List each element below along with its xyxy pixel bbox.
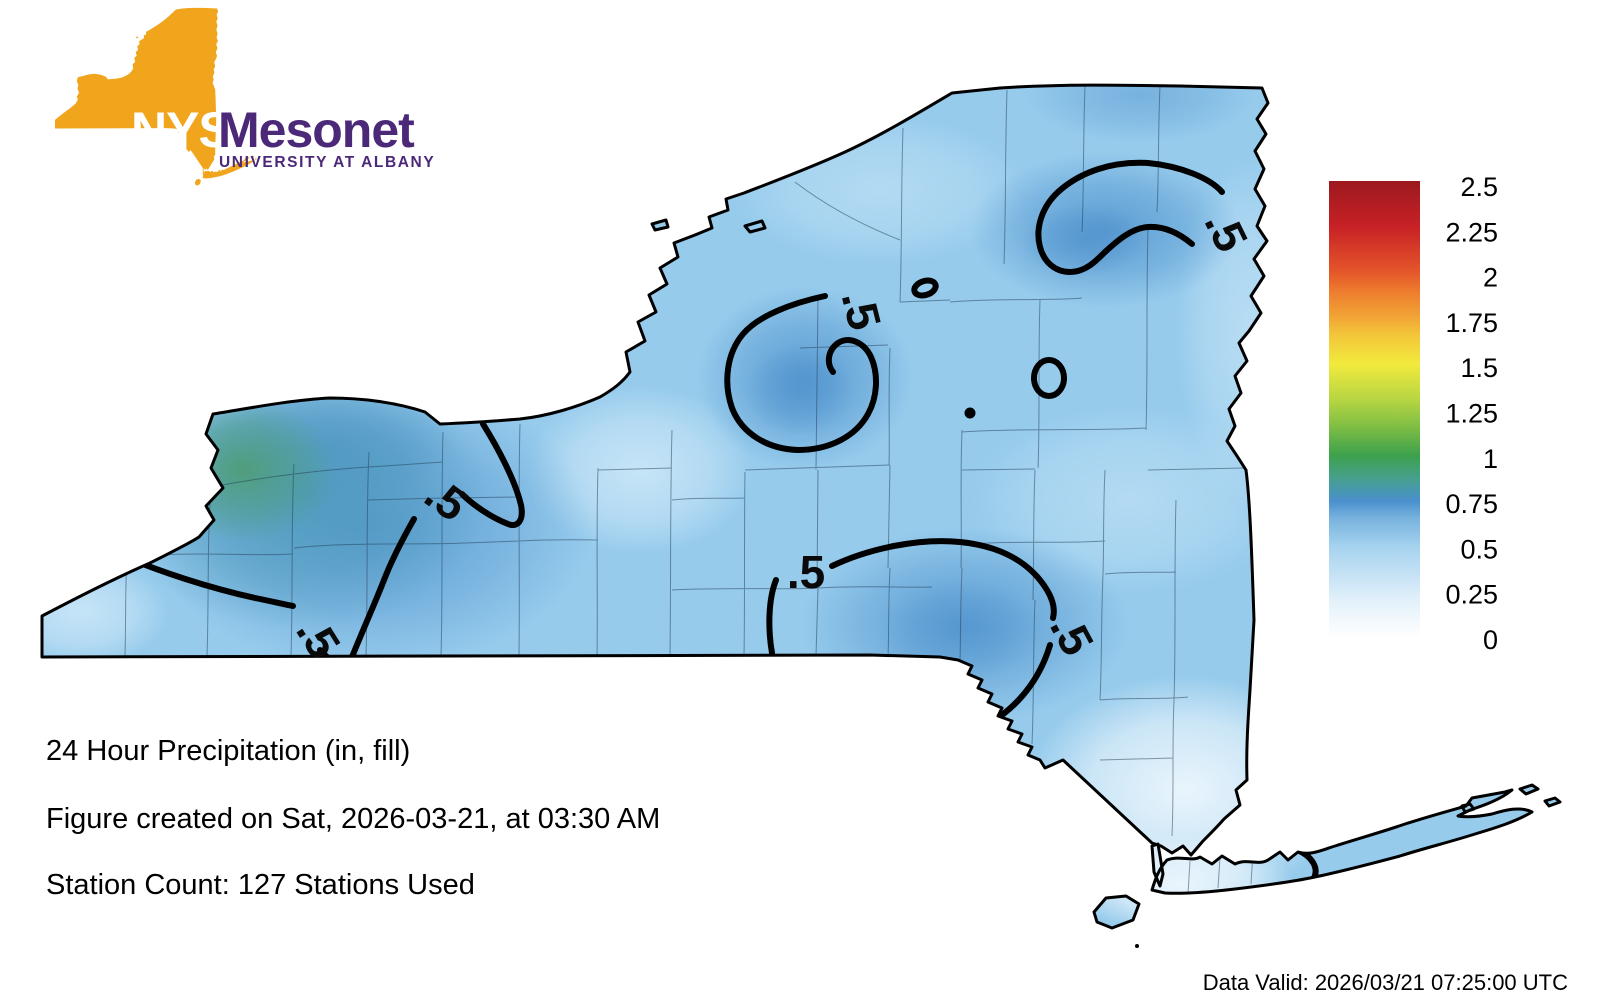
county-boundaries bbox=[124, 85, 1254, 895]
contour-small-circle bbox=[1031, 357, 1067, 399]
colorbar-tick: 0 bbox=[1483, 625, 1498, 655]
logo-affiliation: UNIVERSITY AT ALBANY bbox=[219, 154, 435, 171]
colorbar-tick: 1.5 bbox=[1460, 353, 1498, 383]
contour-tughill-loop bbox=[724, 293, 879, 453]
contour-dot bbox=[964, 407, 976, 419]
logo-name: Mesonet bbox=[218, 102, 415, 158]
logo-acronym: NYS bbox=[131, 102, 231, 158]
colorbar-tick: 2.25 bbox=[1445, 217, 1498, 247]
colorbar-tick: 0.25 bbox=[1445, 580, 1498, 610]
contour-west bbox=[349, 421, 525, 660]
contour-label-central: .5 bbox=[787, 546, 825, 598]
colorbar-tick-labels: 2.5 2.25 2 1.75 1.5 1.25 1 0.75 0.5 0.25 0 bbox=[1445, 172, 1498, 655]
contour-northeast-loop bbox=[1035, 159, 1225, 275]
colorbar-tick: 1.25 bbox=[1445, 399, 1498, 429]
precip-colorbar: 2.5 2.25 2 1.75 1.5 1.25 1 0.75 0.5 0.25 0 bbox=[1329, 172, 1498, 655]
islet-dot bbox=[1135, 944, 1139, 948]
data-valid-timestamp: Data Valid: 2026/03/21 07:25:00 UTC bbox=[1203, 970, 1568, 995]
colorbar-tick: 1.75 bbox=[1445, 308, 1498, 338]
precip-fill-patches bbox=[42, 85, 1345, 928]
contour-small-oval bbox=[911, 277, 939, 299]
figure-captions: 24 Hour Precipitation (in, fill) Figure … bbox=[46, 735, 1568, 995]
colorbar-tick: 2.5 bbox=[1460, 172, 1498, 202]
colorbar-gradient-bar bbox=[1329, 181, 1420, 638]
colorbar-tick: 0.75 bbox=[1445, 489, 1498, 519]
colorbar-tick: 0.5 bbox=[1460, 534, 1498, 564]
contour-southwest bbox=[115, 551, 330, 660]
caption-created: Figure created on Sat, 2026-03-21, at 03… bbox=[46, 803, 660, 835]
caption-stations: Station Count: 127 Stations Used bbox=[46, 869, 475, 901]
colorbar-tick: 2 bbox=[1483, 263, 1498, 293]
nys-mesonet-logo: NYS Mesonet UNIVERSITY AT ALBANY bbox=[54, 7, 435, 186]
caption-title: 24 Hour Precipitation (in, fill) bbox=[46, 735, 410, 767]
colorbar-tick: 1 bbox=[1483, 444, 1498, 474]
